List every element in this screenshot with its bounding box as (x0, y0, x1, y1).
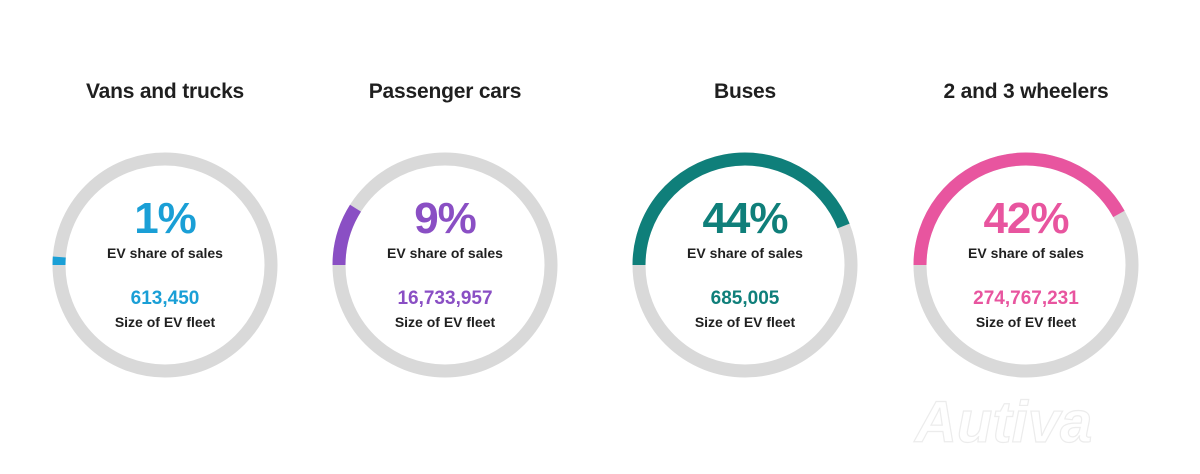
autiva-watermark-logo: Autiva (912, 389, 1092, 455)
donut-chart (913, 152, 1139, 378)
fleet-size-value: 613,450 (130, 288, 200, 309)
donut-track (52, 152, 278, 378)
card-vans-and-trucks: Vans and trucks 1% EV share of sales 613… (25, 0, 305, 474)
fleet-size-label: Size of EV fleet (394, 314, 496, 330)
donut-chart (332, 152, 558, 378)
share-percent: 1% (134, 194, 197, 243)
fleet-size-label: Size of EV fleet (114, 314, 216, 330)
donut-arc (913, 152, 1125, 266)
fleet-size-label: Size of EV fleet (975, 314, 1077, 330)
donut-arc (632, 152, 850, 266)
donut-arc (332, 204, 362, 266)
share-label: EV share of sales (387, 245, 503, 261)
card-buses: Buses 44% EV share of sales 685,005 Size… (605, 0, 885, 474)
fleet-size-value: 274,767,231 (973, 288, 1079, 309)
svg-text:Autiva: Autiva (913, 390, 1092, 455)
card-title: Buses (713, 80, 777, 103)
fleet-size-value: 16,733,957 (397, 288, 493, 309)
card-title: Passenger cars (368, 80, 522, 103)
share-label: EV share of sales (968, 245, 1084, 261)
share-percent: 44% (702, 194, 788, 243)
donut-chart (632, 152, 858, 378)
card-passenger-cars: Passenger cars 9% EV share of sales 16,7… (305, 0, 585, 474)
card-title: Vans and trucks (85, 80, 245, 103)
donut-chart (52, 152, 278, 378)
share-label: EV share of sales (687, 245, 803, 261)
fleet-size-value: 685,005 (710, 288, 780, 309)
card-title: 2 and 3 wheelers (943, 80, 1109, 103)
card-2-and-3-wheelers: 2 and 3 wheelers 42% EV share of sales 2… (886, 0, 1166, 474)
share-percent: 42% (983, 194, 1069, 243)
fleet-size-label: Size of EV fleet (694, 314, 796, 330)
donut-track (332, 152, 558, 378)
share-label: EV share of sales (107, 245, 223, 261)
share-percent: 9% (414, 194, 477, 243)
